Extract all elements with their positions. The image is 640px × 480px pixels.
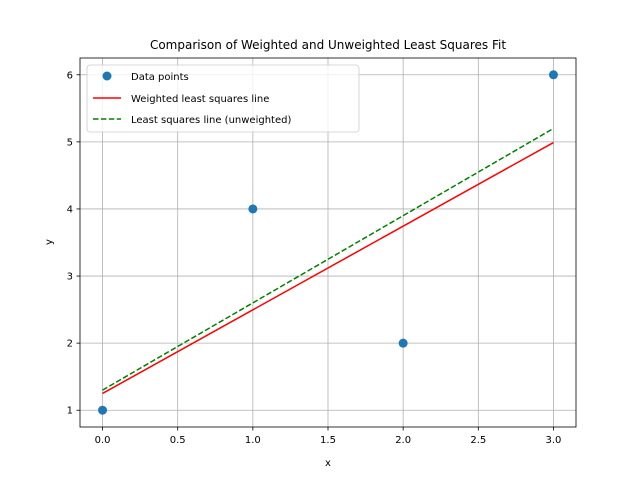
y-axis-label: y (44, 239, 55, 245)
data-point (398, 338, 408, 348)
y-tick-label: 3 (67, 272, 73, 283)
x-tick-label: 1.5 (320, 435, 336, 446)
legend-label-unweighted: Least squares line (unweighted) (131, 115, 291, 126)
x-axis-label: x (325, 458, 331, 469)
legend-box (86, 64, 360, 133)
legend-label-weighted: Weighted least squares line (131, 94, 269, 105)
x-tick-label: 0.5 (170, 435, 186, 446)
x-tick-label: 3.0 (546, 435, 562, 446)
y-tick-label: 4 (67, 204, 73, 215)
legend: Data points Weighted least squares line … (86, 64, 360, 133)
x-tick-label: 2.5 (470, 435, 486, 446)
data-point (248, 204, 258, 214)
x-tick-label: 2.0 (395, 435, 411, 446)
data-point (548, 70, 558, 80)
legend-marker-data-points (102, 71, 112, 81)
y-tick-label: 2 (67, 339, 73, 350)
series-line-weighted (102, 141, 554, 395)
y-axis-ticks: 1 2 3 4 5 6 (67, 70, 80, 417)
x-axis-ticks: 0.0 0.5 1.0 1.5 2.0 2.5 3.0 (95, 427, 562, 446)
series-layer (98, 70, 558, 415)
y-tick-label: 1 (67, 406, 73, 417)
legend-label-data-points: Data points (131, 72, 189, 83)
data-point (98, 405, 108, 415)
y-tick-label: 5 (67, 137, 73, 148)
chart-title: Comparison of Weighted and Unweighted Le… (150, 38, 506, 52)
y-tick-label: 6 (67, 70, 73, 81)
x-tick-label: 0.0 (95, 435, 111, 446)
x-tick-label: 1.0 (245, 435, 261, 446)
